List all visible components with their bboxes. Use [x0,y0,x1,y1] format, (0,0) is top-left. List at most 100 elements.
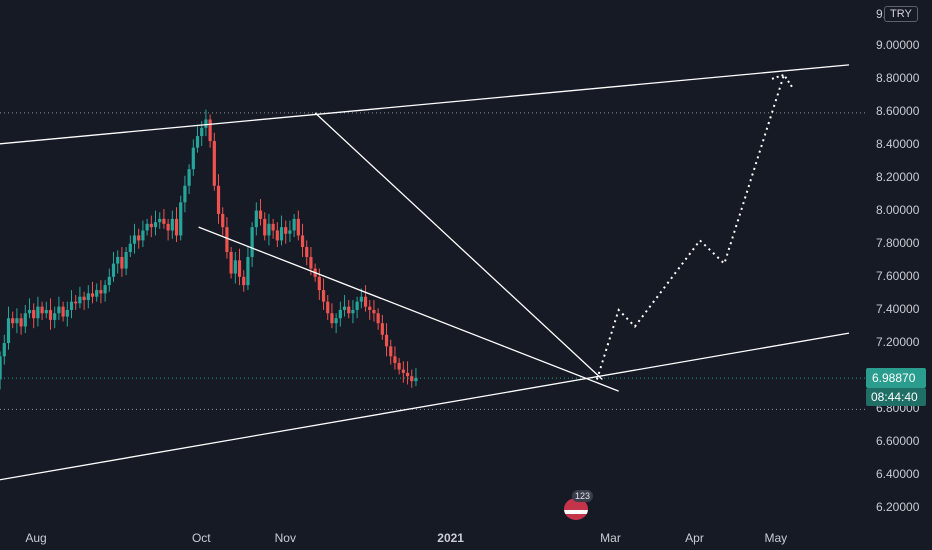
candle-body [162,218,166,224]
candle-body [326,301,330,314]
candle-body [229,252,233,274]
candle-body [405,372,410,377]
currency-badge[interactable]: TRY [884,6,918,22]
candle-body [53,313,57,320]
candle-body [32,309,36,319]
candle-body [44,309,48,314]
candle-body [48,309,53,320]
trendline-1[interactable] [0,332,850,484]
candle-body [284,227,288,234]
candle-body [19,318,23,327]
candle-body [90,293,95,297]
countdown-tag: 08:44:40 [866,388,926,406]
candle-body [393,356,397,363]
last-price-tag: 6.98870 [866,368,926,388]
candle-body [124,252,128,269]
candle-body [271,223,275,231]
candle-body [384,334,389,347]
candle-body [376,313,380,324]
candle-body [397,362,401,370]
candle-body [414,377,418,382]
candle-body [141,230,145,241]
candle-body [111,263,116,277]
x-tick-label: Aug [25,531,46,545]
candle-body [338,309,342,319]
candle-body [254,210,258,228]
candle-body [23,313,27,327]
events-count: 123 [572,490,594,502]
candle-body [183,185,187,203]
candle-body [27,309,32,314]
y-tick-label: 8.80000 [876,71,920,85]
candle-body [401,369,405,373]
candle-body [2,343,6,357]
y-tick-label: 6.60000 [876,434,920,448]
x-tick-label: Nov [275,531,296,545]
candle-body [36,306,40,319]
y-tick-label: 6.20000 [876,500,920,514]
candle-body [120,256,124,269]
candle-body [359,296,363,302]
candle-body [191,147,195,170]
candle-body [380,323,384,335]
candle-body [128,243,132,252]
countdown-label: 08:44:40 [871,390,918,404]
candle-body [225,227,229,252]
candle-body [342,306,347,310]
candle-body [258,210,263,219]
trendlines [0,64,850,484]
candle-body [40,306,44,314]
candle-body [317,276,321,291]
y-tick-label: 7.40000 [876,302,920,316]
candle-body [145,223,149,231]
candle-body [242,276,246,286]
trendline-2[interactable] [198,226,619,392]
candle-body [355,301,359,310]
candle-body [179,202,183,236]
projection-arrowhead [771,73,793,88]
candle-body [195,136,200,148]
candle-body [65,309,69,317]
candlesticks [0,109,418,390]
y-tick-label: 8.40000 [876,137,920,151]
candle-body [11,318,15,324]
candle-body [86,293,90,301]
candle-body [103,285,107,294]
x-tick-label: Apr [685,531,704,545]
candle-body [275,230,279,241]
candle-body [279,227,284,241]
candle-body [288,230,292,234]
candle-body [389,346,393,357]
projection-path [596,74,785,380]
candle-body [363,296,368,307]
candle-body [107,276,111,286]
candle-body [305,247,309,257]
candle-body [372,309,376,314]
candle-body [233,260,237,274]
candle-body [410,376,414,382]
candle-body [296,218,300,236]
x-tick-label: May [764,531,787,545]
candle-body [149,223,153,228]
candle-body [309,256,313,269]
candle-body [74,301,78,304]
trendline-0[interactable] [0,64,850,146]
candle-body [95,290,99,297]
candle-body [321,290,326,302]
candle-body [116,256,120,264]
x-tick-label: Mar [600,531,621,545]
trendline-3[interactable] [314,112,603,380]
candle-body [153,222,158,228]
candle-body [334,318,338,324]
candle-body [330,313,334,324]
y-tick-label: 8.20000 [876,170,920,184]
candle-body [137,235,141,241]
candle-body [158,218,162,223]
y-tick-label: 7.80000 [876,236,920,250]
candle-body [57,306,61,314]
x-tick-label: Oct [192,531,211,545]
x-axis: Aug Oct Nov 2021 Mar Apr May [25,531,787,545]
events-marker[interactable]: 123 [558,490,594,522]
candle-body [0,356,2,380]
